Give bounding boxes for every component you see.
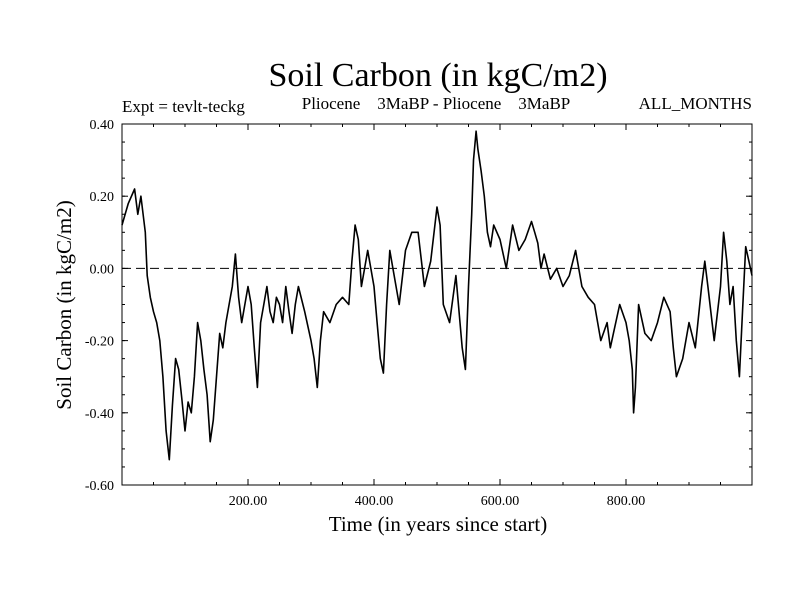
y-tick-label: -0.20: [85, 335, 114, 350]
chart-title: Soil Carbon (in kgC/m2): [268, 57, 607, 94]
plot-frame: [121, 123, 753, 486]
y-tick-label: -0.60: [85, 479, 114, 494]
y-tick-label: -0.40: [85, 407, 114, 422]
x-tick-label: 400.00: [355, 494, 394, 509]
series-line: [121, 130, 753, 461]
plot-area: 0.40 0.20 0.00 -0.20 -0.40 -0.60 200.00 400.00 6…: [85, 118, 753, 509]
x-tick-label: 200.00: [229, 494, 268, 509]
y-tick-label: 0.40: [90, 118, 115, 133]
y-tick-label: 0.00: [90, 262, 115, 277]
x-tick-label: 800.00: [607, 494, 646, 509]
x-tick-label: 600.00: [481, 494, 520, 509]
y-axis-title: Soil Carbon (in kgC/m2): [52, 200, 76, 409]
period-label: Pliocene 3MaBP - Pliocene 3MaBP: [302, 94, 571, 113]
months-label: ALL_MONTHS: [639, 94, 752, 113]
experiment-label: Expt = tevlt-teckg: [122, 97, 245, 116]
y-tick-label: 0.20: [90, 190, 115, 205]
x-axis-title: Time (in years since start): [329, 512, 548, 536]
